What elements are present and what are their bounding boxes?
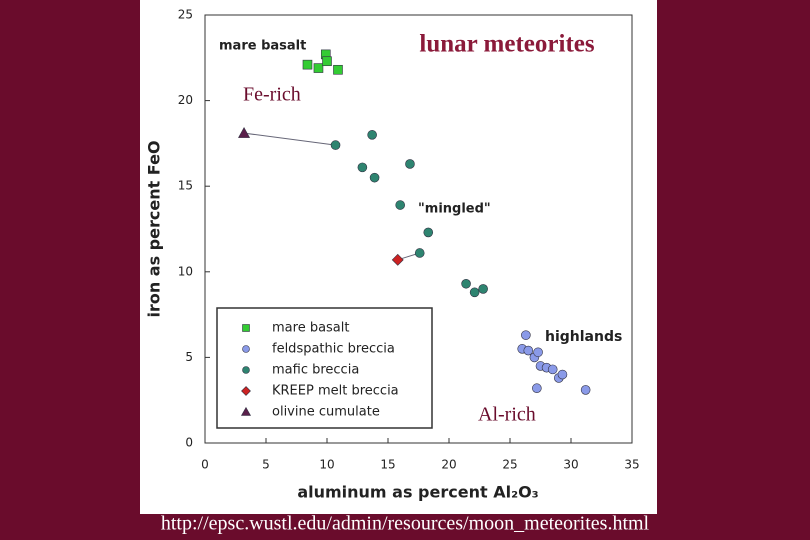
point — [395, 200, 406, 210]
legend-label: mare basalt — [272, 321, 350, 336]
legend-label: mafic breccia — [272, 363, 359, 378]
x-tick-label: 35 — [624, 458, 639, 472]
y-tick-label: 10 — [178, 264, 193, 278]
point — [461, 278, 471, 289]
point — [469, 287, 480, 298]
point — [423, 227, 434, 238]
legend-marker — [240, 406, 252, 416]
y-tick-label: 20 — [178, 93, 193, 107]
y-tick-label: 0 — [185, 436, 193, 450]
x-tick-label: 20 — [441, 458, 456, 472]
annotation: Fe-rich — [243, 84, 301, 106]
point — [302, 59, 313, 70]
point — [313, 63, 324, 73]
point — [405, 159, 415, 169]
point — [557, 369, 568, 380]
x-tick-label: 15 — [380, 458, 395, 472]
point — [532, 383, 542, 394]
source-url: http://epsc.wustl.edu/admin/resources/mo… — [161, 513, 650, 535]
point — [238, 127, 251, 138]
legend-marker — [242, 366, 250, 374]
x-tick-label: 0 — [201, 458, 209, 472]
x-tick-label: 30 — [563, 458, 578, 472]
annotation: mare basalt — [219, 39, 306, 54]
point — [357, 162, 368, 173]
y-axis-label: iron as percent FeO — [145, 140, 164, 317]
x-tick-label: 25 — [502, 458, 517, 472]
point — [367, 130, 377, 140]
point — [414, 248, 425, 258]
connector — [243, 132, 336, 146]
annotation: Al-rich — [478, 404, 536, 426]
point — [369, 172, 380, 183]
legend-label: olivine cumulate — [272, 405, 380, 420]
point — [521, 330, 531, 340]
legend-label: KREEP melt breccia — [272, 384, 399, 399]
plot-frame — [204, 14, 633, 444]
y-tick-label: 15 — [178, 179, 193, 193]
point — [523, 345, 534, 356]
y-tick-label: 25 — [178, 8, 193, 22]
point — [322, 56, 332, 67]
legend-marker — [242, 324, 250, 332]
legend-marker — [241, 386, 251, 396]
point — [547, 364, 558, 375]
point — [391, 253, 404, 266]
legend-label: feldspathic breccia — [272, 342, 395, 357]
legend — [216, 307, 433, 429]
point — [478, 284, 488, 294]
y-tick-label: 5 — [185, 350, 193, 364]
annotation: highlands — [545, 329, 622, 345]
x-axis-label: aluminum as percent Al₂O₃ — [297, 483, 538, 502]
annotation: "mingled" — [418, 202, 491, 217]
point — [580, 385, 591, 395]
x-tick-label: 10 — [319, 458, 334, 472]
point — [533, 347, 543, 358]
legend-marker — [242, 345, 250, 353]
point — [330, 140, 341, 150]
chart-title: lunar meteorites — [419, 31, 594, 58]
point — [333, 64, 343, 75]
x-tick-label: 5 — [262, 458, 270, 472]
